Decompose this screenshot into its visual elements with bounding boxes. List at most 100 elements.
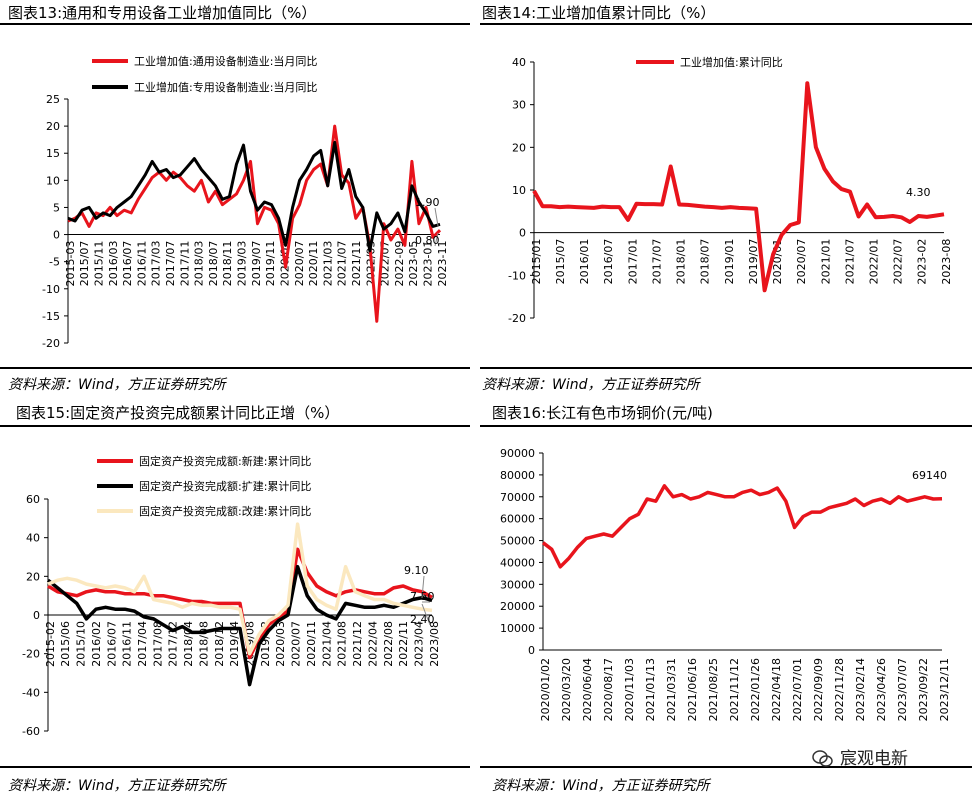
- c15-x-tick-label: 2022/11: [397, 621, 410, 667]
- c15-y-tick-label: 20: [26, 570, 40, 583]
- c13-legend-label-0: 工业增加值:通用设备制造业:当月同比: [134, 54, 317, 68]
- c15-x-tick-label: 2017/04: [136, 621, 149, 667]
- c16-x-tick-label: 2020/03/20: [560, 658, 573, 721]
- c13-x-tick-label: 2020/07: [293, 241, 306, 287]
- c15-y-tick-label: -60: [22, 725, 40, 738]
- watermark: 宸观电新: [812, 744, 908, 769]
- c13-x-tick-label: 2022-09: [393, 241, 406, 287]
- c13-y-tick-label: 5: [53, 201, 60, 214]
- c13-x-tick-label: 2016/07: [121, 241, 134, 287]
- c13-x-tick-label: 2018/03: [193, 241, 206, 287]
- c15-x-tick-label: 2018/08: [197, 621, 210, 667]
- c13-x-tick-label: 2021/11: [350, 241, 363, 287]
- c13-chart: -20 -15 -10 -5 0 5 10 15 20 25 2015-03 2015/07 2015/…: [42, 54, 449, 350]
- c16-y-tick-label: 0: [528, 644, 535, 657]
- c14-x-tick-label: 2021/07: [843, 239, 856, 285]
- c16-x-tick-label: 2021/06/16: [686, 658, 699, 721]
- c13-x-tick-label: 2017/11: [178, 241, 191, 287]
- c13-x-tick-label: 2021/07: [336, 241, 349, 287]
- c15-x-tick-label: 2016/07: [105, 621, 118, 667]
- c15-x-tick-label: 2023/04: [412, 621, 425, 667]
- c13-y-tick-label: -10: [42, 283, 60, 296]
- c16-y-tick-label: 50000: [500, 535, 535, 548]
- c15-legend-label-2: 固定资产投资完成额:改建:累计同比: [139, 504, 311, 518]
- c13-x-tick-label: 2016/11: [135, 241, 148, 287]
- c14-x-tick-label: 2019/01: [723, 239, 736, 285]
- c16-x-tick-label: 2022/01/26: [749, 658, 762, 721]
- c16-x-tick-label: 2021/11/12: [728, 658, 741, 721]
- c15-y-tick-label: -20: [22, 648, 40, 661]
- c13-y-tick-label: -5: [49, 256, 60, 269]
- c15-x-tick-label: 2015-02: [44, 621, 57, 667]
- chart15-bottom-rule: [0, 766, 470, 768]
- c15-annotation-label: 2.40: [410, 613, 435, 626]
- c14-annotation-label: 4.30: [906, 186, 931, 199]
- c15-y-tick-label: 0: [33, 609, 40, 622]
- c16-y-tick-label: 40000: [500, 556, 535, 569]
- c14-y-tick-label: -20: [508, 312, 526, 325]
- chart13-source: 资料来源：Wind，方正证券研究所: [8, 377, 226, 393]
- c15-x-tick-label: 2016/11: [121, 621, 134, 667]
- c15-x-tick-label: 2021/12: [351, 621, 364, 667]
- c13-x-tick-label: 2019/11: [264, 241, 277, 287]
- c15-x-tick-label: 2015/06: [59, 621, 72, 667]
- c14-x-tick-label: 2017/07: [650, 239, 663, 285]
- c15-x-tick-label: 2022/04: [366, 621, 379, 667]
- c15-x-tick-label: 2018/12: [213, 621, 226, 667]
- c16-x-tick-label: 2020/06/04: [581, 658, 594, 721]
- c16-y-tick-label: 10000: [500, 622, 535, 635]
- c13-x-tick-label: 2018/07: [207, 241, 220, 287]
- c15-x-tick-label: 2023/08: [428, 621, 441, 667]
- c16-chart: 0 10000 20000 30000 40000 50000 60000 70000 8000…: [500, 447, 951, 721]
- c13-x-tick-label: 2023-05: [407, 241, 420, 287]
- chart15-source: 资料来源：Wind，方正证券研究所: [8, 778, 226, 794]
- c16-x-tick-label: 2021/01/13: [644, 658, 657, 721]
- chart14-title: 图表14:工业增加值累计同比（%）: [482, 4, 716, 22]
- c16-x-tick-label: 2021/08/25: [707, 658, 720, 721]
- c15-x-tick-label: 2017/08: [151, 621, 164, 667]
- c15-annotation-label: 9.10: [404, 564, 429, 577]
- c15-x-tick-label: 2016/02: [90, 621, 103, 667]
- c16-annotation-label: 69140: [912, 469, 947, 482]
- c16-x-tick-label: 2021/03/31: [665, 658, 678, 721]
- c15-y-tick-label: 60: [26, 493, 40, 506]
- c13-y-tick-label: 15: [46, 147, 60, 160]
- c14-x-tick-label: 2021/01: [819, 239, 832, 285]
- c14-x-tick-label: 2018/01: [675, 239, 688, 285]
- c16-x-tick-label: 2020/08/17: [602, 658, 615, 721]
- c14-x-tick-label: 2016/01: [578, 239, 591, 285]
- c14-y-tick-label: -10: [508, 269, 526, 282]
- c16-x-tick-label: 2023/04/26: [875, 658, 888, 721]
- c15-x-tick-label: 2021/04: [320, 621, 333, 667]
- c16-y-tick-label: 70000: [500, 491, 535, 504]
- wechat-icon: [812, 750, 834, 768]
- c13-annotation-leader: [434, 232, 439, 247]
- c14-x-tick-label: 2017/01: [626, 239, 639, 285]
- c16-y-tick-label: 30000: [500, 578, 535, 591]
- chart14-top-rule: [480, 23, 972, 25]
- c15-annotation-label: 7.50: [410, 590, 435, 603]
- c16-x-tick-label: 2023/07/07: [896, 658, 909, 721]
- c13-y-tick-label: 10: [46, 174, 60, 187]
- c14-x-tick-label: 2015/07: [554, 239, 567, 285]
- c14-y-tick-label: 30: [512, 99, 526, 112]
- chart13-title: 图表13:通用和专用设备工业增加值同比（%）: [8, 4, 317, 22]
- chart13-bottom-rule: [0, 367, 470, 369]
- c13-x-tick-label: 2018/11: [221, 241, 234, 287]
- c15-x-tick-label: 2021/08: [336, 621, 349, 667]
- c15-y-tick-label: -40: [22, 686, 40, 699]
- c15-x-tick-label: 2020/07: [290, 621, 303, 667]
- c13-x-tick-label: 2015/07: [78, 241, 91, 287]
- c13-y-tick-label: 0: [53, 229, 60, 242]
- c13-x-tick-label: 2019/03: [236, 241, 249, 287]
- c15-x-tick-label: 2015/10: [75, 621, 88, 667]
- c16-y-tick-label: 20000: [500, 600, 535, 613]
- c15-x-tick-label: 2020/11: [305, 621, 318, 667]
- c13-x-tick-label: 2019/07: [250, 241, 263, 287]
- c16-x-tick-label: 2023/02/14: [854, 658, 867, 721]
- chart16-source: 资料来源：Wind，方正证券研究所: [492, 778, 710, 794]
- c15-annotation-leader: [421, 575, 425, 599]
- watermark-text: 宸观电新: [840, 749, 908, 769]
